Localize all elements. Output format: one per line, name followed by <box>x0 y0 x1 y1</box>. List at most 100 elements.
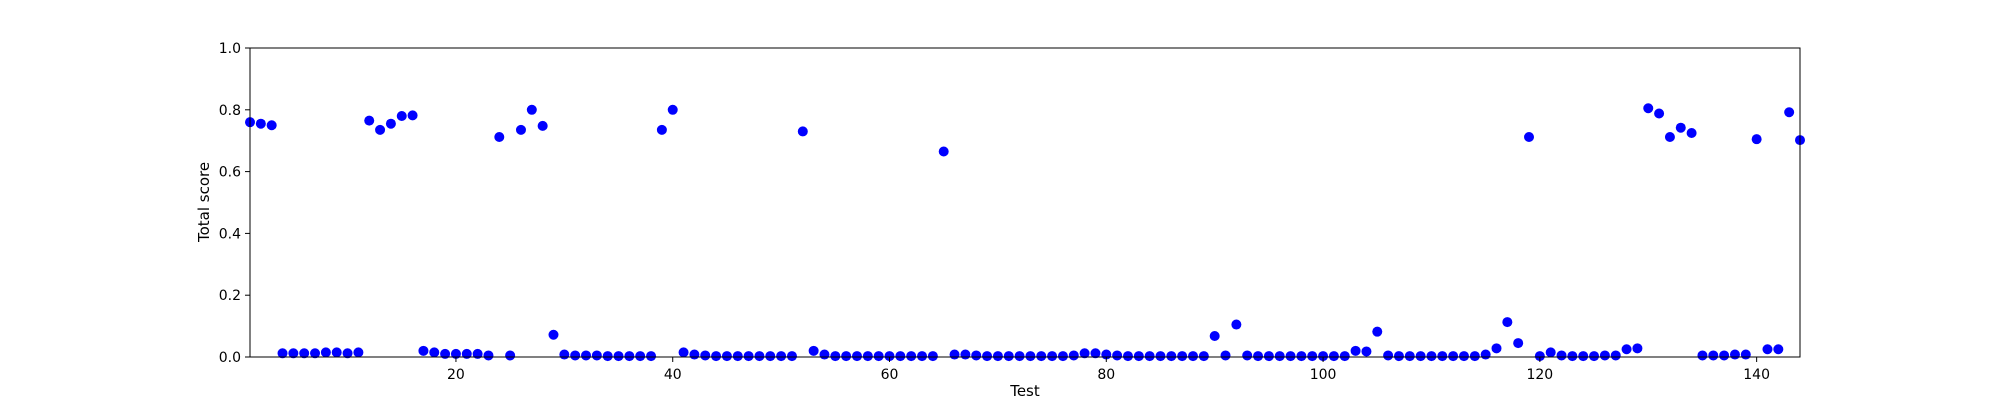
data-point <box>830 351 841 362</box>
data-point <box>1079 348 1090 359</box>
data-point <box>776 351 787 362</box>
x-tick-label: 60 <box>881 367 899 383</box>
data-point <box>689 349 700 360</box>
data-point <box>1307 351 1318 362</box>
data-point <box>1404 351 1415 362</box>
data-point <box>884 351 895 362</box>
y-tick-label: 0.2 <box>219 288 241 304</box>
data-point <box>982 351 993 362</box>
data-point <box>808 345 819 356</box>
x-tick-label: 40 <box>664 367 682 383</box>
data-point <box>1133 351 1144 362</box>
data-point <box>526 104 537 115</box>
data-point <box>1122 351 1133 362</box>
data-point <box>559 349 570 360</box>
data-point <box>320 347 331 358</box>
data-point <box>1242 350 1253 361</box>
data-point <box>1188 351 1199 362</box>
data-point <box>960 349 971 360</box>
data-point <box>418 345 429 356</box>
data-point <box>483 350 494 361</box>
data-point <box>754 351 765 362</box>
data-point <box>1003 351 1014 362</box>
data-point <box>450 348 461 359</box>
data-point <box>1664 131 1675 142</box>
x-tick-label: 140 <box>1743 367 1770 383</box>
data-point <box>1578 351 1589 362</box>
data-point <box>364 115 375 126</box>
data-point <box>1621 344 1632 355</box>
data-point <box>721 351 732 362</box>
data-point <box>1426 351 1437 362</box>
data-point <box>646 351 657 362</box>
plot-frame <box>249 47 1801 358</box>
y-axis: 0.0 0.2 0.4 0.6 0.8 1.0 <box>219 41 250 366</box>
data-point <box>1361 346 1372 357</box>
data-point <box>299 348 310 359</box>
data-point <box>1491 343 1502 354</box>
y-tick-label: 0.8 <box>219 103 241 119</box>
data-point <box>1166 351 1177 362</box>
data-point <box>1263 351 1274 362</box>
data-point <box>1697 350 1708 361</box>
data-point <box>581 350 592 361</box>
data-point <box>515 124 526 135</box>
data-point <box>938 146 949 157</box>
data-point <box>288 348 299 359</box>
data-point <box>1686 127 1697 138</box>
data-point <box>407 110 418 121</box>
data-point <box>927 351 938 362</box>
data-point <box>461 348 472 359</box>
data-point <box>1057 351 1068 362</box>
x-axis-label: Test <box>1009 382 1040 400</box>
data-point <box>505 350 516 361</box>
y-tick-label: 1.0 <box>219 41 241 57</box>
x-tick-label: 20 <box>447 367 465 383</box>
data-point <box>1350 345 1361 356</box>
data-point <box>429 347 440 358</box>
data-point <box>786 351 797 362</box>
x-tick-label: 80 <box>1097 367 1115 383</box>
data-point <box>1654 108 1665 119</box>
data-point <box>1729 349 1740 360</box>
data-point <box>1285 351 1296 362</box>
data-point <box>1643 103 1654 114</box>
data-point <box>917 351 928 362</box>
data-point <box>743 351 754 362</box>
data-point <box>1047 351 1058 362</box>
data-point <box>1318 351 1329 362</box>
data-point <box>971 350 982 361</box>
data-point <box>396 110 407 121</box>
data-point <box>1675 122 1686 133</box>
data-point <box>266 120 277 131</box>
data-point <box>1448 351 1459 362</box>
data-point <box>1751 134 1762 145</box>
data-point <box>1469 351 1480 362</box>
data-point <box>1708 350 1719 361</box>
data-point <box>873 351 884 362</box>
data-point <box>1144 351 1155 362</box>
data-point <box>255 118 266 129</box>
data-point <box>310 348 321 359</box>
y-tick-label: 0.4 <box>219 226 241 242</box>
data-point <box>1534 351 1545 362</box>
data-point <box>1502 317 1513 328</box>
data-point <box>1632 343 1643 354</box>
data-point <box>819 349 830 360</box>
data-point <box>1545 347 1556 358</box>
data-point <box>765 351 776 362</box>
data-point <box>472 348 483 359</box>
data-point <box>494 131 505 142</box>
data-point <box>1784 107 1795 118</box>
data-point <box>331 347 342 358</box>
data-point <box>656 124 667 135</box>
data-point <box>797 126 808 137</box>
data-point <box>375 124 386 135</box>
data-point <box>1415 351 1426 362</box>
data-point <box>678 347 689 358</box>
data-point <box>906 351 917 362</box>
data-point <box>1458 351 1469 362</box>
y-tick-label: 0.6 <box>219 165 241 181</box>
data-point <box>949 349 960 360</box>
data-point <box>591 350 602 361</box>
